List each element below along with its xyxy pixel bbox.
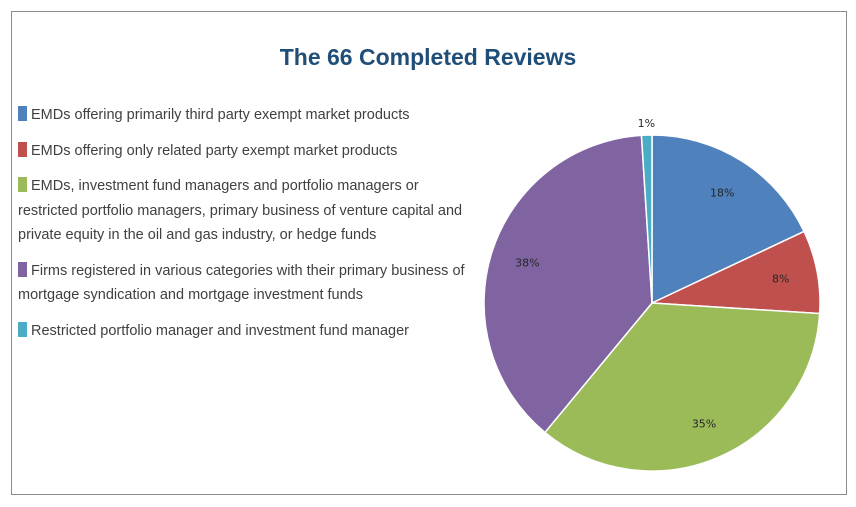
data-label: 8% — [772, 272, 789, 285]
data-label: 38% — [515, 257, 539, 270]
data-label: 1% — [638, 117, 655, 130]
data-label: 18% — [710, 186, 734, 199]
data-label: 35% — [692, 417, 716, 430]
